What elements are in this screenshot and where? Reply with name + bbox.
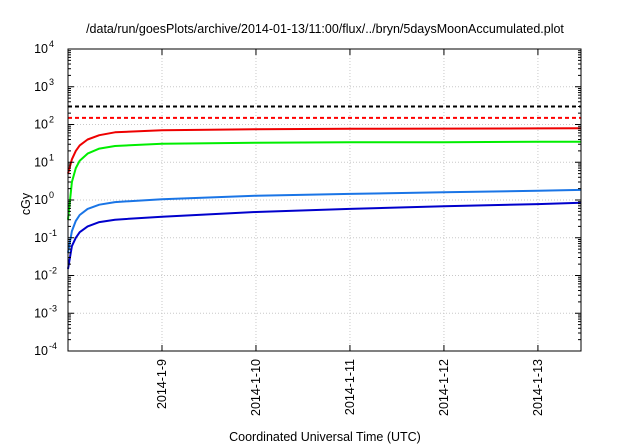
y-tick-label: 10 (34, 118, 48, 132)
series-line (67, 127, 582, 174)
y-tick-exponent: 4 (49, 39, 54, 49)
x-tick-label: 2014-1-11 (343, 359, 357, 415)
x-tick-label: 2014-1-9 (155, 359, 169, 409)
y-axis-label: cGy (19, 192, 33, 215)
x-tick-label: 2014-1-10 (249, 359, 263, 416)
y-tick-exponent: -1 (49, 228, 57, 238)
y-tick-label: 10 (34, 193, 48, 207)
y-tick-exponent: -4 (49, 341, 57, 351)
y-tick-label: 10 (34, 155, 48, 169)
y-tick-label: 10 (34, 231, 48, 245)
y-tick-label: 10 (34, 80, 48, 94)
y-tick-label: 10 (34, 269, 48, 283)
threshold-lines (68, 105, 581, 119)
y-tick-exponent: 3 (49, 77, 54, 87)
x-tick-label: 2014-1-12 (437, 359, 451, 416)
x-tick-label: 2014-1-13 (531, 359, 545, 416)
series-lines (67, 127, 582, 270)
y-tick-exponent: 1 (49, 152, 54, 162)
series-line (67, 201, 582, 270)
y-tick-label: 10 (34, 42, 48, 56)
series-line (67, 140, 581, 220)
chart-title: /data/run/goesPlots/archive/2014-01-13/1… (86, 22, 564, 36)
y-tick-exponent: -2 (49, 266, 57, 276)
x-axis-ticks: 2014-1-9 2014-1-10 2014-1-11 2014-1-12 2014-… (155, 49, 545, 416)
y-tick-exponent: -3 (49, 303, 57, 313)
x-axis-label: Coordinated Universal Time (UTC) (229, 430, 421, 444)
series-line (67, 188, 582, 253)
y-tick-label: 10 (34, 306, 48, 320)
y-tick-label: 10 (34, 344, 48, 358)
y-tick-exponent: 0 (49, 190, 54, 200)
y-tick-exponent: 2 (49, 115, 54, 125)
